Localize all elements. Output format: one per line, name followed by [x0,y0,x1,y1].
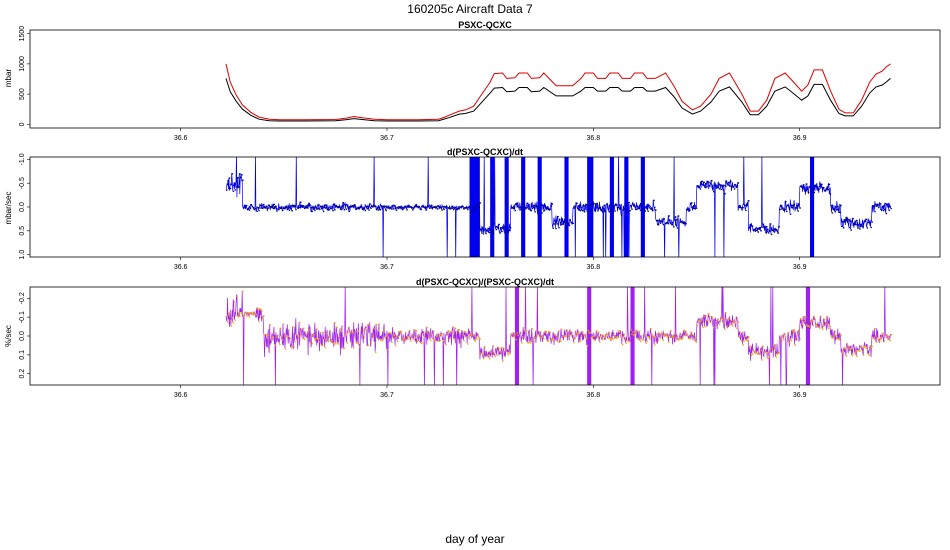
panel-2-line [225,157,891,257]
panel-1-y-tick-label: 1000 [19,56,26,72]
panel-2-y-tick-label: 0.0 [19,202,26,212]
panel-1-y-tick-label: 0 [19,122,26,126]
panel-3-saturated-block [630,287,635,385]
panel-2-x-tick-label: 36.7 [380,264,394,271]
panel-1-plot: 36.6 36.7 36.8 36.9 0 500 1000 1500 [19,26,891,142]
panel-3-ylabel: %/sec [4,325,13,347]
panel-3-x-tick-label: 36.7 [380,392,394,399]
panel-1-title: PSXC-QCXC [458,20,512,30]
panel-2-points [226,173,892,236]
panel-3-series-group [225,287,892,385]
panel-2-y-tick-label: 1.0 [19,250,26,260]
panel-3-plot: 36.6 36.7 36.8 36.9 -0.2 -0.1 0.0 0.1 0.2 [19,287,892,399]
panel-2-plot: 36.6 36.7 36.8 36.9 -1.0 -0.5 0.0 0.5 1.0 [19,153,892,271]
panel-2-x-tick-label: 36.6 [174,264,188,271]
panel-3: d(PSXC-QCXC)/(PSXC-QCXC)/dt %/sec 36.6 36… [4,277,941,399]
panel-2-y-tick-label: 0.5 [19,226,26,236]
panel-3-saturated-block [587,287,592,385]
figure-title: 160205c Aircraft Data 7 [407,2,533,16]
panel-2-frame [29,156,941,258]
panel-2-y-tick-label: -0.5 [19,177,26,189]
series-lower-line [225,78,891,122]
panel-2-saturated-block [490,157,495,257]
panel-2-title: d(PSXC-QCXC)/dt [447,147,523,157]
panel-1-ylabel: mbar [4,69,13,88]
panel-2-saturated-block [564,157,569,257]
panel-2-x-tick-label: 36.8 [587,264,601,271]
panel-3-line [225,287,891,385]
panel-1: PSXC-QCXC mbar 36.6 36.7 36.8 36.9 0 500 1000 1… [4,20,941,142]
panel-1-frame [29,29,941,129]
panel-2-y-tick-label: -1.0 [19,153,26,165]
x-axis-label: day of year [445,532,504,546]
panel-3-x-tick-label: 36.9 [793,392,807,399]
panel-3-x-tick-label: 36.6 [174,392,188,399]
panel-2-saturated-block [810,157,815,257]
panel-1-y-tick-label: 500 [19,88,26,100]
panel-2-saturated-block [504,157,509,257]
panel-1-y-tick-label: 1500 [19,26,26,42]
panel-3-y-tick-label: 0.1 [19,350,26,360]
panel-3-frame [29,286,941,386]
panel-1-x-tick-label: 36.6 [174,135,188,142]
panel-1-x-tick-label: 36.9 [793,135,807,142]
panel-3-y-tick-label: -0.2 [19,292,26,304]
panel-3-y-tick-label: -0.1 [19,311,26,323]
panel-2-x-tick-label: 36.9 [793,264,807,271]
panel-1-x-tick-label: 36.8 [587,135,601,142]
panel-3-y-tick-label: 0.2 [19,369,26,379]
panel-2-ylabel: mbar/sec [4,192,13,225]
panel-3-title: d(PSXC-QCXC)/(PSXC-QCXC)/dt [416,277,554,287]
series-upper-line [225,63,891,121]
panel-1-x-tick-label: 36.7 [380,135,394,142]
panel-2-series-group [225,157,892,257]
panel-2: d(PSXC-QCXC)/dt mbar/sec 36.6 36.7 36.8 36.… [4,147,941,271]
panel-3-y-tick-label: 0.0 [19,331,26,341]
panel-3-x-tick-label: 36.8 [587,392,601,399]
